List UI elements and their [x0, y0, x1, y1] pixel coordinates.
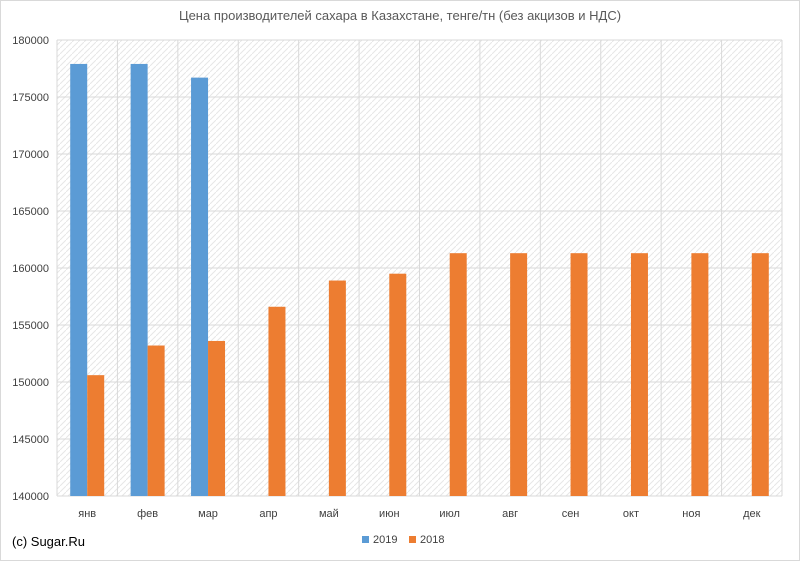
bar-2018-авг [510, 253, 528, 496]
x-tick-label: дек [743, 508, 761, 520]
bar-2019-мар [191, 77, 209, 497]
x-tick-label: мар [198, 508, 218, 520]
x-tick-label: июн [379, 508, 399, 520]
y-tick-label: 140000 [12, 491, 49, 503]
chart-title: Цена производителей сахара в Казахстане,… [179, 8, 621, 23]
y-tick-label: 170000 [12, 149, 49, 161]
y-tick-label: 180000 [12, 35, 49, 47]
bar-2019-янв [70, 63, 88, 496]
legend-label-2019: 2019 [373, 534, 397, 546]
y-tick-label: 150000 [12, 377, 49, 389]
y-tick-label: 175000 [12, 92, 49, 104]
x-tick-label: авг [502, 508, 518, 520]
bar-2018-июн [389, 273, 407, 496]
y-tick-label: 160000 [12, 263, 49, 275]
x-tick-label: янв [78, 508, 96, 520]
bar-2018-окт [630, 253, 648, 496]
bar-2018-янв [87, 375, 105, 496]
legend: 2019 2018 [362, 534, 444, 546]
bar-2018-фев [147, 345, 165, 496]
legend-label-2018: 2018 [420, 534, 444, 546]
bar-2018-апр [268, 306, 286, 496]
legend-swatch-2018 [409, 536, 416, 543]
bar-2019-фев [130, 63, 148, 496]
y-tick-label: 155000 [12, 320, 49, 332]
y-tick-label: 165000 [12, 206, 49, 218]
bar-2018-май [328, 280, 346, 496]
bar-2018-сен [570, 253, 588, 496]
x-tick-label: сен [562, 508, 580, 520]
y-tick-label: 145000 [12, 434, 49, 446]
bar-2018-июл [449, 253, 467, 496]
legend-swatch-2019 [362, 536, 369, 543]
x-tick-label: фев [137, 508, 158, 520]
x-tick-label: окт [623, 508, 639, 520]
x-tick-label: ноя [682, 508, 700, 520]
bar-2018-дек [751, 253, 769, 496]
bar-2018-мар [208, 340, 226, 496]
bar-2018-ноя [691, 253, 709, 496]
x-tick-label: апр [259, 508, 277, 520]
x-tick-label: июл [439, 508, 460, 520]
credit-text: (c) Sugar.Ru [12, 534, 85, 549]
x-tick-label: май [319, 508, 339, 520]
